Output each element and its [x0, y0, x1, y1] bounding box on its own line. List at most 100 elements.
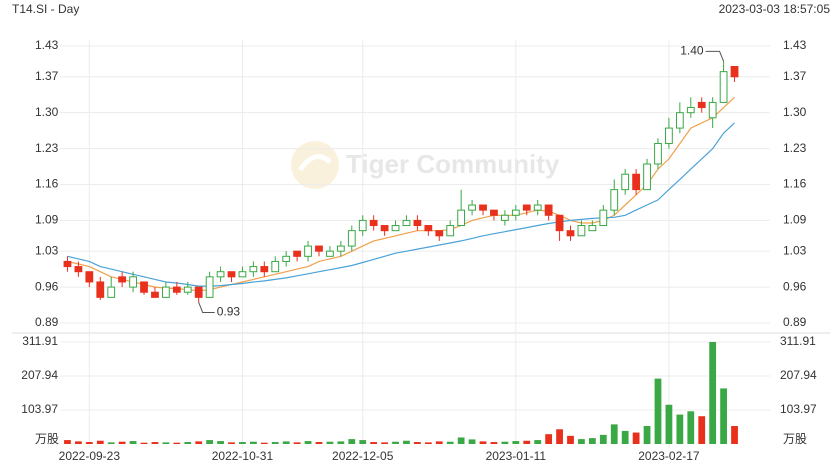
- candle-body: [293, 250, 302, 257]
- moving-average-line: [67, 96, 735, 292]
- candle-body: [708, 101, 717, 119]
- volume-bar: [184, 442, 192, 444]
- y-tick-label: 1.23: [35, 141, 59, 155]
- candle-body: [96, 281, 105, 298]
- candle-body: [621, 173, 630, 191]
- volume-unit-right: 万股: [783, 432, 807, 446]
- volume-bar: [698, 416, 706, 444]
- volume-bar: [610, 424, 618, 444]
- y-tick-label-right: 0.89: [783, 315, 807, 329]
- candle-body: [654, 142, 662, 165]
- volume-bar: [282, 441, 290, 444]
- volume-bar: [271, 442, 279, 444]
- candle-body: [468, 204, 476, 211]
- x-tick-label: 2022-09-23: [59, 449, 121, 463]
- candle-body: [369, 219, 378, 227]
- volume-bar: [326, 441, 334, 444]
- candle-body: [730, 66, 739, 78]
- volume-bar: [249, 441, 257, 444]
- y-tick-label: 1.09: [35, 213, 59, 227]
- volume-bar: [162, 442, 170, 444]
- y-tick-label: 1.16: [35, 177, 59, 191]
- candle-body: [315, 245, 323, 252]
- volume-bar: [228, 442, 235, 444]
- candle-body: [205, 276, 214, 298]
- y-tick-label-right: 1.09: [783, 213, 807, 227]
- candle-body: [610, 189, 619, 211]
- candle-body: [129, 276, 137, 288]
- candle-body: [326, 250, 334, 257]
- volume-bar: [239, 442, 246, 444]
- volume-bar: [523, 440, 531, 444]
- watermark-logo-mark: [297, 154, 332, 172]
- candle-body: [686, 107, 695, 114]
- x-tick-label: 2022-10-31: [212, 449, 274, 463]
- volume-bar: [107, 442, 115, 444]
- volume-bar: [304, 441, 312, 444]
- moving-average-line: [67, 122, 735, 287]
- volume-bar: [578, 439, 585, 444]
- volume-bar: [293, 442, 301, 444]
- candle-body: [446, 225, 455, 237]
- y-tick-label-right: 1.03: [783, 243, 807, 257]
- volume-bar: [64, 440, 71, 444]
- candle-body: [271, 260, 280, 273]
- candle-body: [151, 291, 159, 298]
- candle-body: [183, 286, 192, 293]
- max-label: 1.40: [680, 44, 704, 58]
- volume-bar: [709, 342, 717, 444]
- candle-body: [599, 209, 608, 227]
- volume-tick-label-right: 207.94: [780, 368, 817, 382]
- volume-bar: [676, 414, 684, 444]
- volume-bar: [118, 441, 126, 444]
- y-tick-label-right: 1.43: [783, 38, 807, 52]
- volume-bar: [435, 441, 443, 444]
- y-tick-label-right: 0.96: [783, 279, 807, 293]
- volume-bar: [392, 441, 399, 444]
- candle-body: [511, 209, 520, 216]
- candle-body: [697, 101, 706, 109]
- volume-bar: [151, 442, 159, 444]
- volume-bar: [75, 441, 82, 444]
- volume-bar: [173, 442, 181, 444]
- candle-body: [500, 214, 509, 221]
- candle-body: [632, 173, 641, 191]
- min-leader: [198, 302, 215, 313]
- volume-tick-label-right: 311.91: [780, 334, 816, 348]
- volume-bar: [545, 434, 553, 444]
- candle-body: [238, 271, 247, 278]
- watermark-text: Tiger Community: [346, 149, 560, 179]
- y-tick-label: 1.30: [35, 105, 59, 119]
- candle-body: [380, 225, 389, 232]
- volume-bar: [359, 440, 367, 444]
- candle-body: [74, 266, 83, 273]
- volume-bar: [665, 404, 673, 444]
- candle-body: [282, 255, 291, 262]
- volume-bar: [720, 388, 727, 444]
- x-tick-label: 2022-12-05: [332, 449, 394, 463]
- candle-body: [665, 127, 673, 144]
- volume-bar: [556, 429, 563, 444]
- volume-bar: [457, 437, 465, 444]
- candle-body: [216, 271, 225, 278]
- volume-bar: [479, 441, 487, 444]
- candle-body: [391, 225, 400, 232]
- candle-body: [249, 266, 258, 273]
- symbol: T14.SI - Day: [12, 2, 79, 16]
- candle-body: [260, 266, 269, 273]
- candle-body: [533, 204, 542, 211]
- volume-bar: [403, 440, 410, 444]
- candle-body: [347, 230, 356, 247]
- y-tick-label-right: 1.23: [783, 141, 807, 155]
- volume-bar: [632, 432, 640, 444]
- volume-bar: [260, 442, 268, 444]
- volume-bar: [85, 442, 93, 444]
- candle-body: [643, 163, 651, 191]
- volume-bar: [414, 442, 421, 444]
- candle-body: [435, 230, 444, 237]
- candle-body: [479, 204, 487, 211]
- candle-body: [227, 271, 236, 278]
- volume-bar: [588, 438, 596, 444]
- watermark: Tiger Community: [291, 141, 560, 189]
- candle-body: [566, 230, 575, 237]
